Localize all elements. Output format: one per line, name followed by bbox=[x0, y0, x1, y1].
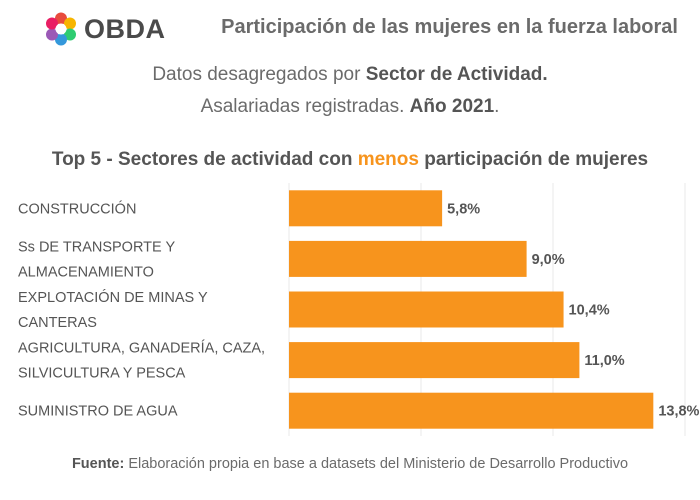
logo-petal bbox=[64, 17, 76, 30]
source-footer: Fuente: Elaboración propia en base a dat… bbox=[0, 456, 700, 472]
subtitle-line-2-suffix: . bbox=[494, 96, 500, 117]
chart-labels: 5,8% CONSTRUCCIÓN 9,0% Ss DE TRANSPORTE Y AL… bbox=[18, 200, 700, 419]
chart-title: Top 5 - Sectores de actividad con menos … bbox=[0, 149, 700, 171]
chart-title-suffix: participación de mujeres bbox=[418, 149, 649, 170]
value-label: 13,8% bbox=[658, 404, 699, 420]
bar bbox=[289, 291, 564, 328]
bar bbox=[289, 240, 527, 277]
value-label: 5,8% bbox=[447, 201, 480, 217]
source-text: Elaboración propia en base a datasets de… bbox=[124, 456, 629, 472]
logo-petal bbox=[46, 28, 58, 41]
chart-title-prefix: Top 5 - Sectores de actividad con bbox=[51, 149, 358, 170]
bar bbox=[289, 342, 580, 379]
value-label: 9,0% bbox=[532, 252, 565, 268]
logo-petal bbox=[46, 17, 58, 30]
bar bbox=[289, 190, 443, 227]
chart-title-highlight: menos bbox=[357, 149, 419, 170]
value-label: 11,0% bbox=[584, 353, 624, 369]
logo-center bbox=[55, 23, 67, 35]
category-label: AGRICULTURA, GANADERÍA, CAZA, bbox=[18, 340, 265, 357]
value-label: 10,4% bbox=[569, 303, 610, 319]
category-label: CONSTRUCCIÓN bbox=[18, 200, 136, 217]
brand-logo: OBDA bbox=[44, 12, 166, 46]
bar bbox=[289, 392, 654, 429]
category-label: SUMINISTRO DE AGUA bbox=[18, 404, 178, 420]
category-label: ALMACENAMIENTO bbox=[18, 264, 154, 280]
logo-petal bbox=[55, 12, 67, 25]
chart-bars bbox=[289, 190, 654, 429]
subtitle-line-2: Asalariadas registradas. Año 2021. bbox=[0, 96, 700, 118]
category-label: CANTERAS bbox=[18, 315, 97, 331]
source-label: Fuente: bbox=[71, 456, 125, 472]
logo-petal bbox=[55, 33, 67, 46]
category-label: SILVICULTURA Y PESCA bbox=[18, 366, 186, 382]
header-title: Participación de las mujeres en la fuerz… bbox=[221, 16, 678, 38]
category-label: EXPLOTACIÓN DE MINAS Y bbox=[18, 289, 208, 306]
logo-petal bbox=[64, 28, 76, 41]
subtitle-line-2-text: Asalariadas registradas. bbox=[200, 96, 410, 117]
subtitle-line-1: Datos desagregados por Sector de Activid… bbox=[0, 64, 700, 86]
category-label: Ss DE TRANSPORTE Y bbox=[18, 239, 175, 255]
subtitle-line-1-bold: Sector de Actividad. bbox=[365, 64, 548, 85]
obda-logo-icon bbox=[46, 12, 76, 46]
subtitle-line-1-text: Datos desagregados por bbox=[152, 64, 366, 85]
subtitle-line-2-bold: Año 2021 bbox=[409, 96, 495, 117]
logo-text: OBDA bbox=[84, 13, 166, 44]
